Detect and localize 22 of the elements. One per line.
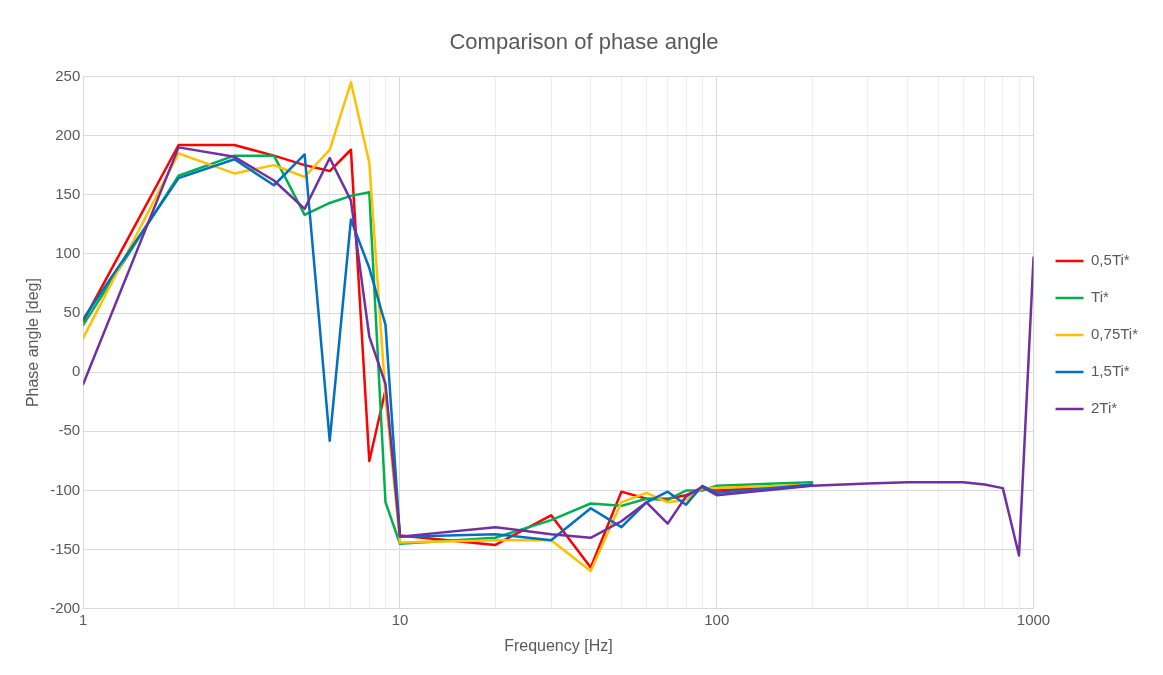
x-tick-label: 10 — [391, 610, 409, 628]
x-axis-title: Frequency [Hz] — [504, 636, 613, 654]
y-tick-label: -150 — [50, 539, 81, 557]
y-axis-title: Phase angle [deg] — [24, 278, 42, 408]
legend-label: 2Ti* — [1091, 399, 1118, 417]
y-tick-label: 250 — [55, 66, 81, 84]
legend-label: Ti* — [1091, 288, 1109, 306]
y-tick-label: -50 — [58, 421, 81, 439]
x-tick-label: 1000 — [1016, 610, 1051, 628]
y-tick-label: -100 — [50, 480, 81, 498]
legend-label: 0,5Ti* — [1091, 251, 1130, 269]
y-tick-label: 200 — [55, 125, 81, 143]
chart-title: Comparison of phase angle — [449, 29, 719, 55]
y-tick-label: 0 — [71, 362, 81, 380]
y-tick-label: -200 — [50, 598, 81, 616]
y-tick-label: 150 — [55, 184, 81, 202]
y-tick-label: 50 — [63, 303, 81, 321]
x-tick-label: 1 — [79, 610, 88, 628]
y-tick-label: 100 — [55, 244, 81, 262]
legend-label: 0,75Ti* — [1091, 325, 1139, 343]
x-tick-label: 100 — [704, 610, 730, 628]
legend-label: 1,5Ti* — [1091, 362, 1130, 380]
